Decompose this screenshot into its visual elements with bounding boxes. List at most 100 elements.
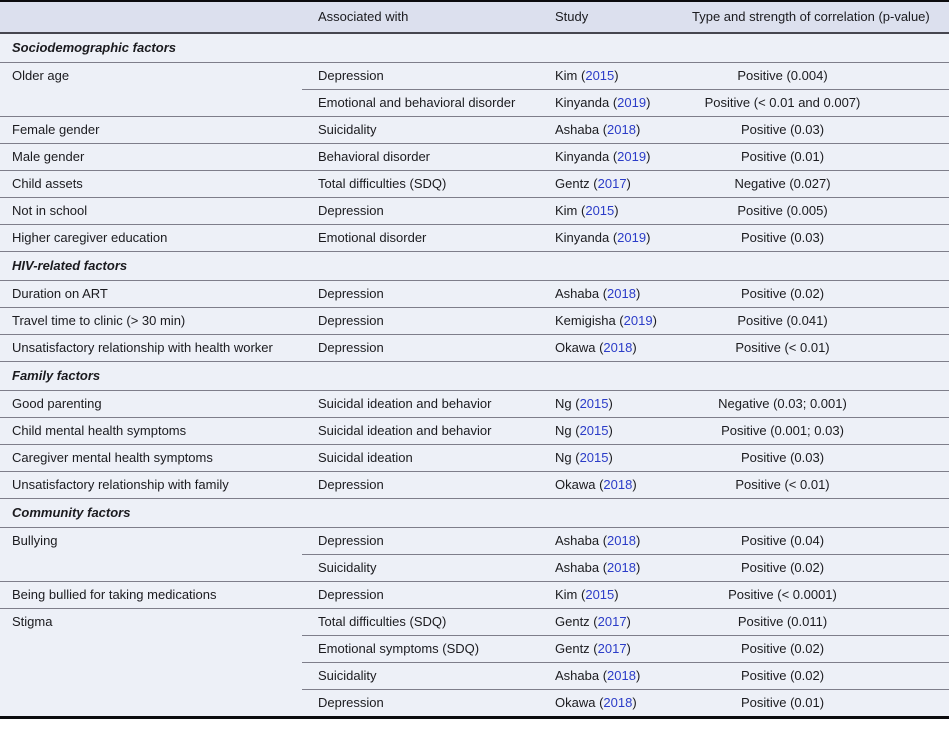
correlation-cell: Positive (0.005)	[676, 197, 949, 225]
study-year-link[interactable]: 2018	[603, 695, 633, 710]
associated-with-label: Depression	[318, 203, 384, 218]
correlation-label: Positive (0.005)	[737, 203, 828, 218]
associated-with-label: Behavioral disorder	[318, 149, 431, 164]
correlation-label: Positive (0.02)	[740, 286, 825, 301]
study-year-link[interactable]: 2019	[617, 95, 647, 110]
factor-cell: Duration on ART	[0, 280, 302, 308]
study-cell: Ng (2015)	[539, 417, 676, 445]
study-year-link[interactable]: 2018	[607, 668, 636, 683]
correlation-label: Positive (0.004)	[737, 68, 828, 83]
study-year-link[interactable]: 2015	[585, 68, 615, 83]
associated-with-cell: Emotional and behavioral disorder	[302, 89, 539, 117]
associated-with-label: Total difficulties (SDQ)	[318, 176, 447, 191]
header-associated-with: Associated with	[302, 1, 539, 34]
correlation-label: Positive (0.041)	[737, 313, 828, 328]
correlation-cell: Positive (0.03)	[676, 444, 949, 472]
study-year-link[interactable]: 2019	[617, 230, 647, 245]
table-row: Travel time to clinic (> 30 min) Depressi…	[0, 307, 949, 335]
factor-label: Good parenting	[12, 396, 102, 411]
factor-cell: Caregiver mental health symptoms	[0, 444, 302, 472]
associated-with-label: Depression	[318, 533, 384, 548]
factor-cell: Higher caregiver education	[0, 224, 302, 252]
study-cell: Ashaba (2018)	[539, 554, 676, 582]
header-row: Associated with Study Type and strength …	[0, 1, 949, 34]
factor-label: Being bullied for taking medications	[12, 587, 217, 602]
associated-with-cell: Suicidal ideation and behavior	[302, 390, 539, 418]
factor-label: Child assets	[12, 176, 83, 191]
header-study: Study	[539, 1, 676, 34]
study-year-link[interactable]: 2018	[607, 560, 636, 575]
section-title: HIV-related factors	[0, 251, 949, 281]
study-year-link[interactable]: 2017	[597, 176, 627, 191]
correlation-label: Positive (< 0.01)	[735, 477, 830, 492]
study-cell: Gentz (2017)	[539, 170, 676, 198]
study-year-link[interactable]: 2017	[597, 641, 627, 656]
study-year-link[interactable]: 2015	[579, 396, 609, 411]
factor-cell: Unsatisfactory relationship with health …	[0, 334, 302, 362]
associated-with-cell: Emotional symptoms (SDQ)	[302, 635, 539, 663]
associated-with-label: Depression	[318, 695, 384, 710]
correlation-cell: Positive (< 0.01)	[676, 471, 949, 499]
study-year-link[interactable]: 2018	[607, 122, 636, 137]
study-cell: Ashaba (2018)	[539, 662, 676, 690]
study-year-link[interactable]: 2018	[603, 340, 633, 355]
associated-with-label: Suicidality	[318, 122, 377, 137]
associated-with-label: Emotional disorder	[318, 230, 427, 245]
factor-label: Stigma	[12, 614, 53, 629]
associated-with-label: Suicidality	[318, 560, 377, 575]
factor-cell: Good parenting	[0, 390, 302, 418]
study-cell: Kim (2015)	[539, 581, 676, 609]
table-row: Suicidality Ashaba (2018) Positive (0.02)	[0, 662, 949, 690]
associated-with-label: Suicidal ideation and behavior	[318, 396, 492, 411]
correlation-label: Negative (0.027)	[734, 176, 831, 191]
factor-label: Caregiver mental health symptoms	[12, 450, 213, 465]
correlation-cell: Positive (0.004)	[676, 62, 949, 90]
section-title: Family factors	[0, 361, 949, 391]
header-correlation: Type and strength of correlation (p-valu…	[676, 1, 949, 34]
associated-with-cell: Behavioral disorder	[302, 143, 539, 171]
study-year-link[interactable]: 2019	[617, 149, 647, 164]
table-row: Being bullied for taking medications Depr…	[0, 581, 949, 609]
study-year-link[interactable]: 2015	[585, 203, 615, 218]
factor-label: Duration on ART	[12, 286, 108, 301]
study-cell: Kim (2015)	[539, 62, 676, 90]
associated-with-label: Suicidal ideation and behavior	[318, 423, 492, 438]
study-year-link[interactable]: 2018	[607, 286, 636, 301]
study-year-link[interactable]: 2017	[597, 614, 627, 629]
correlation-label: Positive (0.011)	[737, 614, 828, 629]
study-year-link[interactable]: 2018	[603, 477, 633, 492]
correlation-label: Positive (0.001; 0.03)	[721, 423, 844, 438]
correlation-cell: Positive (0.011)	[676, 608, 949, 636]
associated-with-label: Depression	[318, 313, 384, 328]
factor-label: Not in school	[12, 203, 88, 218]
study-cell: Okawa (2018)	[539, 334, 676, 362]
study-year-link[interactable]: 2015	[579, 423, 609, 438]
factor-label: Child mental health symptoms	[12, 423, 187, 438]
correlation-label: Positive (< 0.01 and 0.007)	[704, 95, 861, 110]
associated-with-cell: Total difficulties (SDQ)	[302, 608, 539, 636]
correlation-label: Positive (0.01)	[740, 149, 825, 164]
study-year-link[interactable]: 2018	[607, 533, 636, 548]
correlation-cell: Positive (0.02)	[676, 554, 949, 582]
study-cell: Ashaba (2018)	[539, 527, 676, 555]
section-row: HIV-related factors	[0, 251, 949, 281]
correlation-cell: Positive (< 0.0001)	[676, 581, 949, 609]
correlation-cell: Positive (< 0.01 and 0.007)	[676, 89, 949, 117]
correlation-label: Positive (0.02)	[740, 560, 825, 575]
associated-with-cell: Depression	[302, 280, 539, 308]
correlation-cell: Positive (0.02)	[676, 280, 949, 308]
associated-with-cell: Suicidal ideation	[302, 444, 539, 472]
factor-label: Travel time to clinic (> 30 min)	[12, 313, 186, 328]
correlation-cell: Positive (0.01)	[676, 689, 949, 718]
correlation-label: Positive (0.03)	[740, 122, 825, 137]
correlation-cell: Positive (0.02)	[676, 662, 949, 690]
study-year-link[interactable]: 2015	[579, 450, 609, 465]
factor-label: Unsatisfactory relationship with family	[12, 477, 229, 492]
table-row: Older age Depression Kim (2015) Positive (0…	[0, 62, 949, 117]
table-row: Emotional symptoms (SDQ) Gentz (2017) Posi…	[0, 635, 949, 663]
associated-with-cell: Suicidal ideation and behavior	[302, 417, 539, 445]
table-row: Male gender Behavioral disorder Kinyanda (…	[0, 143, 949, 171]
factor-cell: Child mental health symptoms	[0, 417, 302, 445]
study-year-link[interactable]: 2019	[623, 313, 653, 328]
study-year-link[interactable]: 2015	[585, 587, 615, 602]
